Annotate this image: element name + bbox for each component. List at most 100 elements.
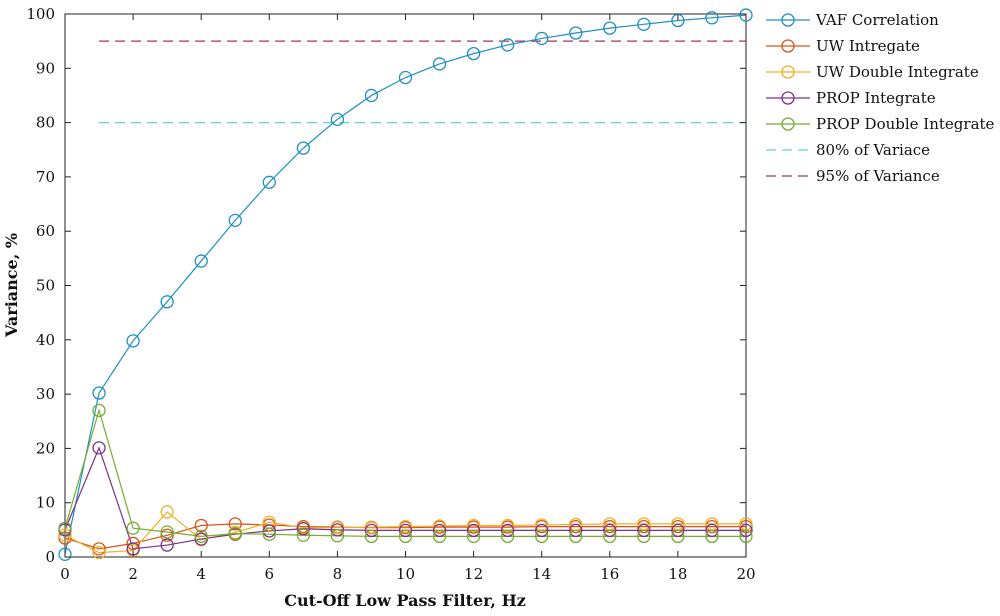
x-tick-label: 4	[196, 565, 206, 583]
data-point	[262, 175, 276, 189]
data-point	[739, 523, 753, 538]
legend-marker	[781, 117, 795, 131]
data-point	[705, 11, 719, 25]
legend-marker	[781, 13, 795, 27]
reference-lines	[99, 40, 746, 124]
legend-marker	[781, 91, 795, 105]
data-point	[603, 21, 617, 35]
y-tick-label: 40	[36, 331, 55, 349]
data-point	[160, 505, 174, 519]
data-point	[637, 529, 651, 544]
legend-marker	[781, 39, 795, 53]
data-point	[364, 523, 379, 538]
data-point	[432, 529, 447, 544]
y-tick-label: 50	[36, 277, 55, 295]
data-point	[500, 523, 515, 538]
data-point	[500, 38, 515, 52]
y-tick-label: 90	[36, 59, 55, 77]
data-point	[92, 386, 106, 400]
plot-area	[64, 13, 747, 558]
data-point	[330, 529, 345, 543]
y-axis-ticks: 0 10 20 30 40 50 60 70 80 90 100	[26, 5, 746, 566]
data-point	[330, 112, 345, 126]
x-tick-label: 2	[128, 565, 138, 583]
x-tick-label: 12	[464, 565, 483, 583]
data-point	[364, 88, 379, 103]
x-tick-label: 14	[532, 565, 551, 583]
data-point	[569, 26, 583, 40]
legend-label: UW Intregate	[816, 37, 920, 55]
y-tick-label: 100	[26, 5, 55, 23]
legend-marker	[781, 65, 795, 79]
data-point	[262, 527, 276, 541]
data-point	[432, 523, 447, 538]
data-point	[603, 523, 617, 538]
legend-label: UW Double Integrate	[816, 63, 979, 81]
data-point	[92, 546, 106, 560]
data-point	[58, 528, 72, 542]
x-tick-label: 20	[736, 565, 755, 583]
data-point	[569, 529, 583, 544]
legend-label: 95% of Variance	[816, 167, 940, 185]
data-point	[432, 57, 447, 71]
data-point	[126, 536, 140, 551]
data-point	[364, 520, 379, 534]
series-layer	[58, 8, 753, 561]
legend-label: VAF Correlation	[815, 11, 939, 29]
data-point	[92, 542, 106, 556]
data-point	[296, 141, 311, 155]
legend-label: PROP Integrate	[816, 89, 936, 107]
x-tick-label: 10	[396, 565, 415, 583]
data-point	[671, 523, 685, 538]
data-point	[228, 527, 242, 541]
y-tick-label: 30	[36, 385, 55, 403]
data-point	[535, 523, 549, 538]
data-point	[466, 523, 481, 538]
data-point	[466, 46, 481, 61]
data-point	[603, 529, 617, 544]
y-tick-label: 0	[45, 548, 55, 566]
x-tick-label: 18	[668, 565, 687, 583]
legend-label: 80% of Variace	[816, 141, 930, 159]
y-tick-label: 20	[36, 439, 55, 457]
x-axis-ticks: 0 2 4 6 8 10 12 14 16 18 20	[60, 14, 756, 583]
data-point	[739, 8, 753, 22]
data-point	[569, 523, 583, 538]
data-point	[194, 254, 208, 268]
data-point	[398, 523, 413, 538]
data-point	[739, 529, 753, 544]
data-point	[262, 524, 276, 538]
legend: VAF Correlation UW Intregate UW Double Int…	[766, 11, 995, 185]
series-line	[64, 523, 746, 550]
legend-label: PROP Double Integrate	[816, 115, 995, 133]
data-point	[398, 529, 413, 544]
data-point	[535, 529, 549, 544]
data-point	[160, 538, 174, 552]
data-point	[398, 70, 413, 85]
data-point	[92, 403, 106, 418]
y-tick-label: 10	[36, 494, 55, 512]
y-axis-label: Variance, %	[2, 233, 21, 338]
data-point	[194, 529, 208, 544]
data-point	[330, 523, 345, 537]
y-tick-label: 70	[36, 168, 55, 186]
data-point	[92, 441, 106, 455]
data-point	[160, 525, 174, 539]
data-point	[398, 519, 413, 534]
data-point	[500, 518, 515, 533]
data-point	[637, 523, 651, 538]
data-point	[705, 523, 719, 538]
x-tick-label: 8	[333, 565, 343, 583]
data-point	[705, 529, 719, 544]
data-point	[160, 528, 174, 542]
y-tick-label: 80	[36, 114, 55, 132]
data-point	[58, 521, 72, 535]
x-tick-label: 6	[265, 565, 275, 583]
data-point	[58, 547, 72, 561]
series-line	[64, 511, 746, 554]
data-point	[671, 529, 685, 544]
data-point	[500, 529, 515, 544]
data-point	[160, 295, 174, 309]
